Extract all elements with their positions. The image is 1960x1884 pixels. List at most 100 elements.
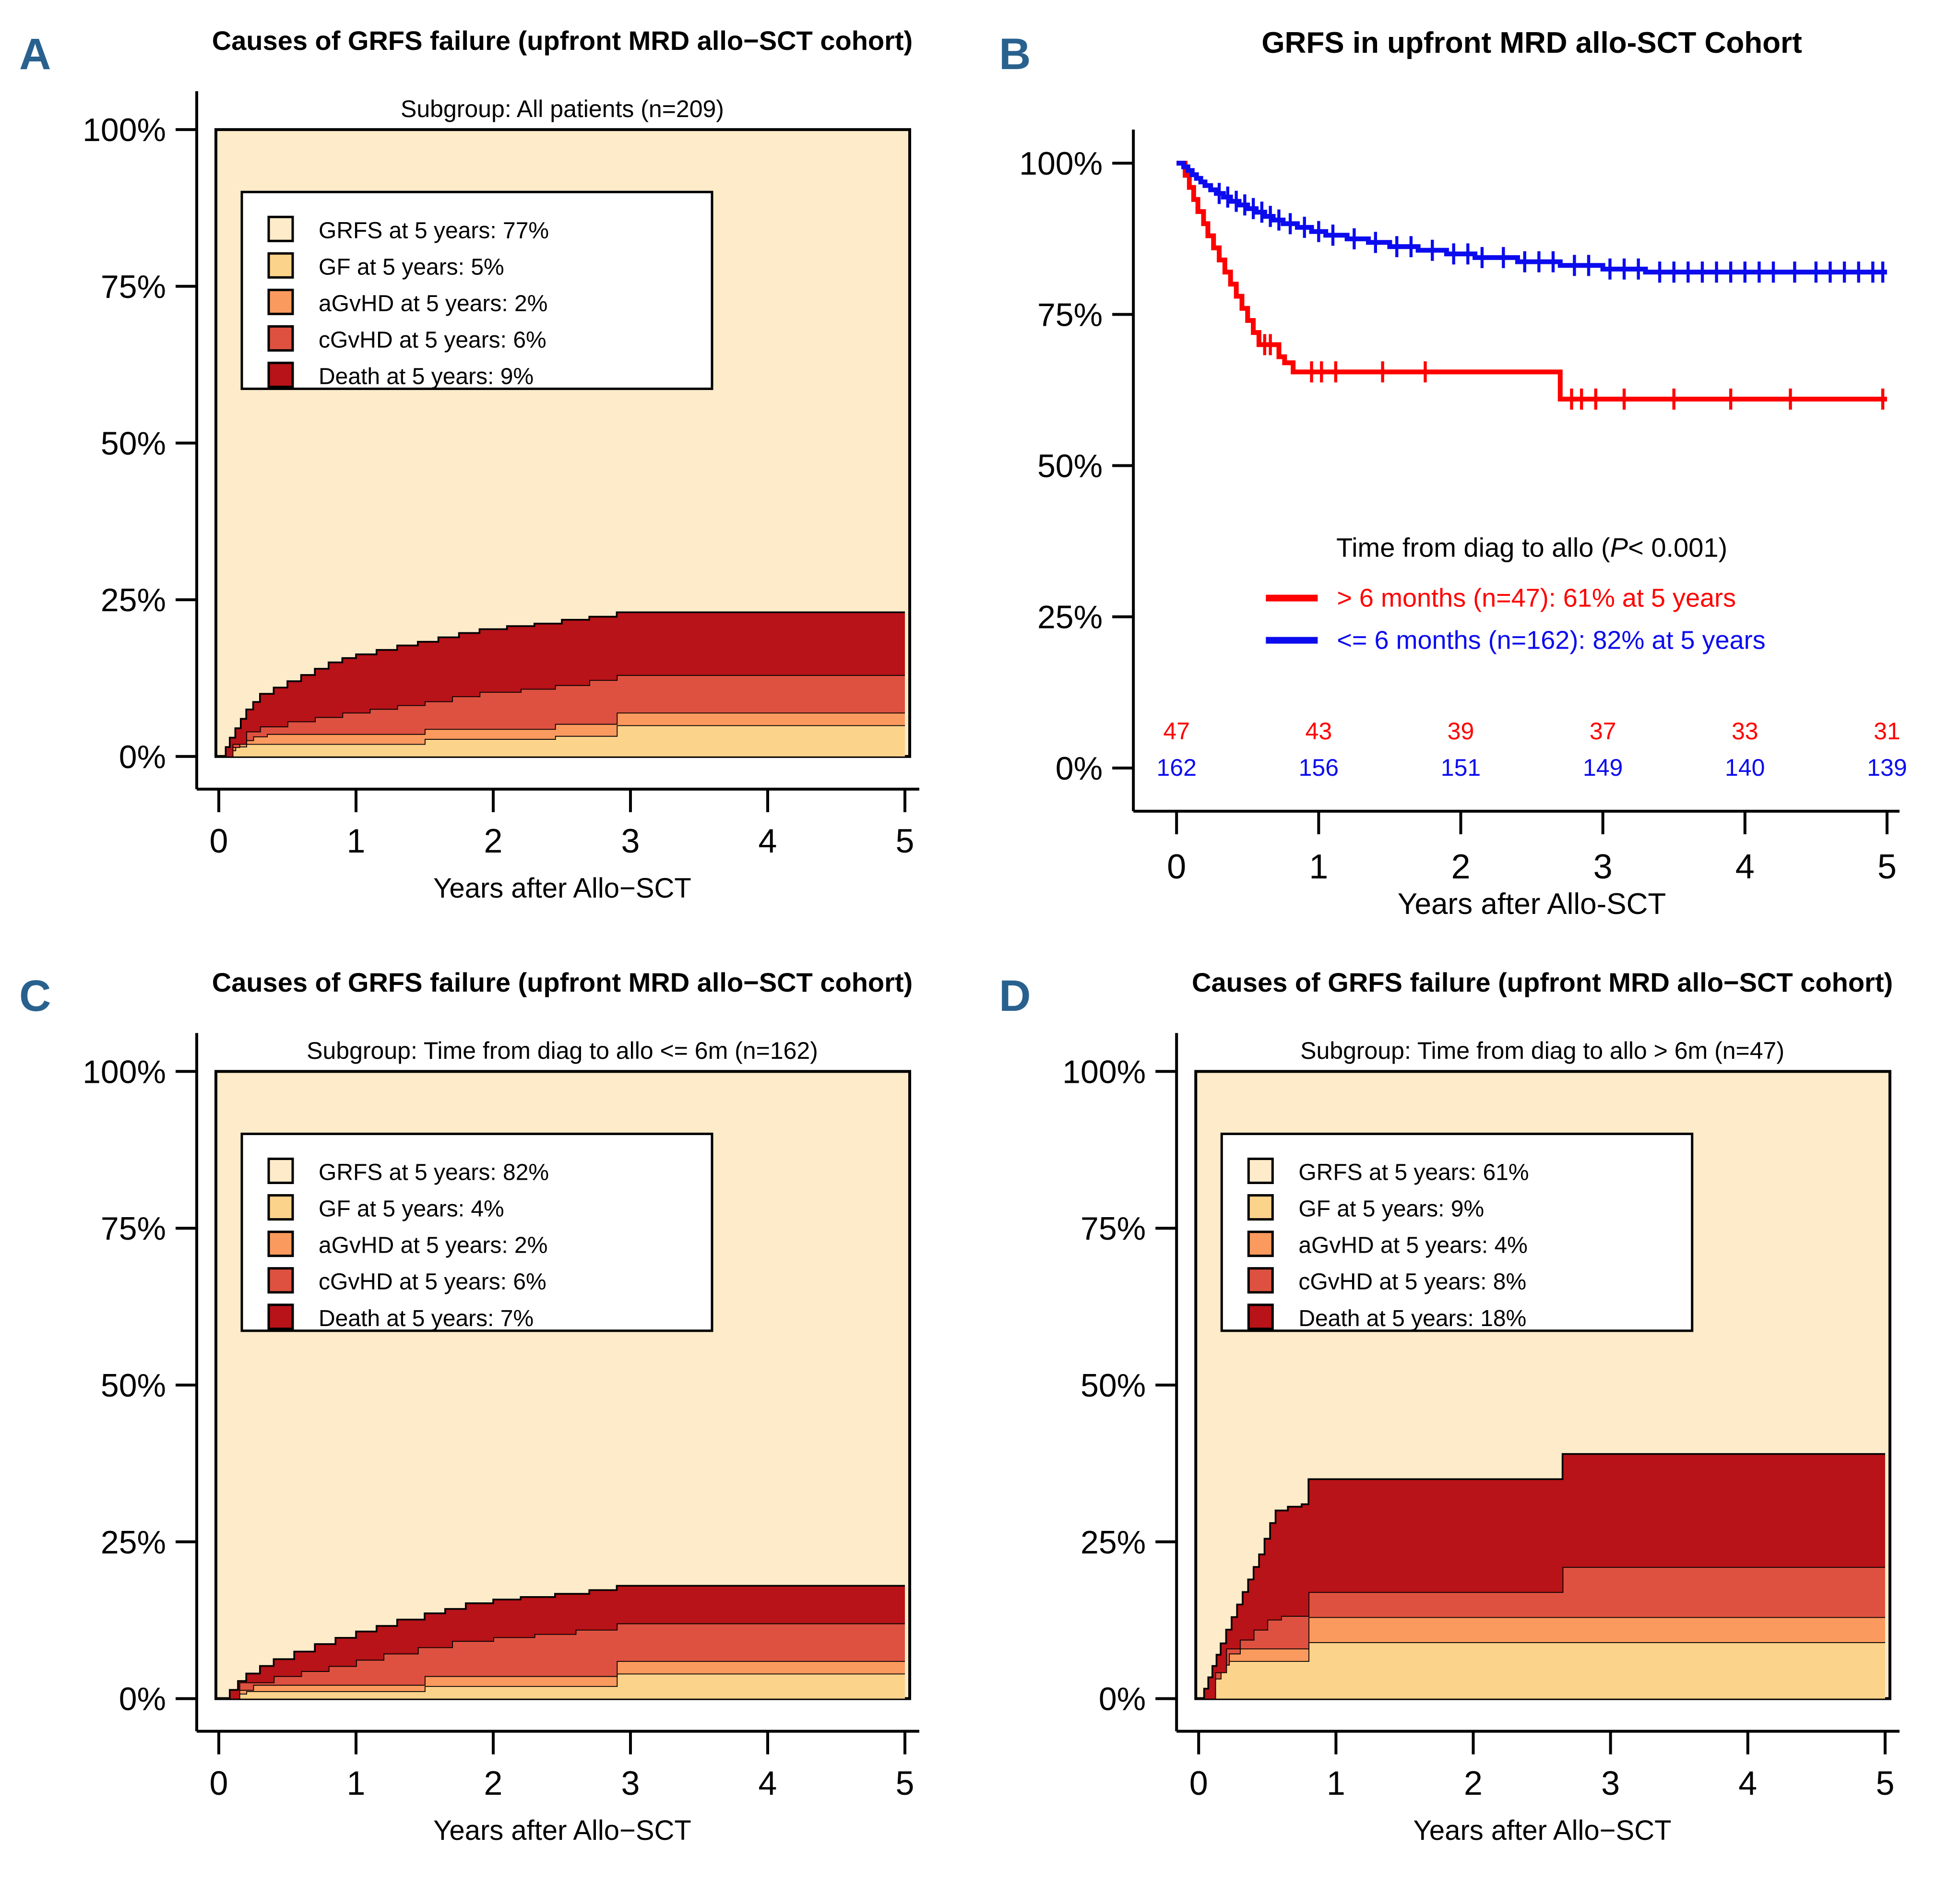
at-risk-value: 139 bbox=[1867, 754, 1907, 781]
x-tick-label: 3 bbox=[621, 822, 640, 860]
stacked-layer-cgvhd bbox=[219, 1623, 905, 1699]
censor-marks-red bbox=[1263, 334, 1885, 410]
y-tick-label: 100% bbox=[1019, 145, 1103, 182]
chart-svg-b: B GRFS in upfront MRD allo-SCT Cohort 0%… bbox=[999, 26, 1907, 921]
legend-label: Death at 5 years: 7% bbox=[319, 1306, 534, 1331]
legend-box-group: GRFS at 5 years: 82% GF at 5 years: 4% aGv… bbox=[240, 1132, 713, 1332]
x-tick-label: 0 bbox=[1167, 848, 1186, 886]
chart-subtitle-d: Subgroup: Time from diag to allo > 6m (n… bbox=[1300, 1037, 1784, 1064]
legend-label: GRFS at 5 years: 82% bbox=[319, 1160, 549, 1185]
legend-swatch bbox=[267, 1231, 294, 1257]
legend-swatch bbox=[267, 288, 294, 315]
x-tick-label: 2 bbox=[484, 1765, 503, 1802]
y-tick-label: 25% bbox=[101, 1524, 166, 1561]
stacked-boundary-death bbox=[1199, 1453, 1885, 1700]
legend-label: GRFS at 5 years: 61% bbox=[1298, 1160, 1529, 1185]
chart-title-b: GRFS in upfront MRD allo-SCT Cohort bbox=[1261, 26, 1802, 59]
stacked-layer-agvhd bbox=[1199, 1617, 1885, 1699]
y-tick-label: 50% bbox=[1081, 1367, 1146, 1404]
legend-label: Death at 5 years: 18% bbox=[1298, 1306, 1526, 1331]
panel-d: D Causes of GRFS failure (upfront MRD al… bbox=[980, 942, 1960, 1884]
at-risk-value: 39 bbox=[1448, 718, 1474, 745]
x-tick-label: 3 bbox=[1601, 1765, 1620, 1802]
y-tick-label: 0% bbox=[119, 739, 166, 775]
legend-label: Death at 5 years: 9% bbox=[319, 364, 534, 389]
y-tick-label: 50% bbox=[1037, 448, 1103, 485]
legend-swatch bbox=[267, 1194, 294, 1221]
y-tick-label: 75% bbox=[1037, 296, 1103, 333]
y-tick-label: 0% bbox=[1056, 750, 1103, 787]
x-tick-label: 1 bbox=[1309, 848, 1328, 886]
km-curve-red bbox=[1176, 161, 1887, 402]
at-risk-value: 33 bbox=[1732, 718, 1758, 745]
stacked-layer-cgvhd bbox=[1199, 1567, 1885, 1699]
x-tick-label: 2 bbox=[1451, 848, 1470, 886]
legend-swatch bbox=[1247, 1194, 1274, 1221]
stacked-boundary-death bbox=[219, 611, 905, 758]
chart-svg-c: C Causes of GRFS failure (upfront MRD al… bbox=[19, 967, 919, 1846]
chart-svg-d: D Causes of GRFS failure (upfront MRD al… bbox=[999, 967, 1900, 1846]
at-risk-value: 31 bbox=[1874, 718, 1901, 745]
legend-label: GF at 5 years: 5% bbox=[319, 254, 504, 280]
y-tick-label: 0% bbox=[119, 1681, 166, 1718]
legend-swatch bbox=[267, 361, 294, 388]
at-risk-value: 162 bbox=[1156, 754, 1196, 781]
x-tick-label: 4 bbox=[1738, 1765, 1757, 1802]
x-axis-label-b: Years after Allo-SCT bbox=[1398, 888, 1666, 921]
x-tick-label: 1 bbox=[347, 822, 366, 860]
chart-title-c: Causes of GRFS failure (upfront MRD allo… bbox=[212, 967, 913, 997]
legend-label: aGvHD at 5 years: 2% bbox=[319, 291, 547, 316]
x-tick-label: 1 bbox=[347, 1765, 366, 1802]
stacked-boundary-death bbox=[219, 1585, 905, 1700]
at-risk-value: 149 bbox=[1583, 754, 1623, 781]
km-legend-label-red: > 6 months (n=47): 61% at 5 years bbox=[1337, 584, 1736, 613]
legend-box bbox=[240, 190, 713, 390]
stacked-layer-agvhd bbox=[219, 1661, 905, 1699]
y-tick-label: 100% bbox=[83, 1054, 166, 1090]
plot-area-b: 0% 25% 50% 75% 100% 0 1 2 3 4 5 Time from diag to a… bbox=[1019, 130, 1907, 886]
legend-swatch bbox=[1247, 1267, 1274, 1294]
legend-label: GRFS at 5 years: 77% bbox=[319, 218, 549, 243]
at-risk-value: 156 bbox=[1299, 754, 1339, 781]
legend-box bbox=[240, 1132, 713, 1332]
y-tick-label: 25% bbox=[101, 582, 166, 618]
x-tick-label: 0 bbox=[210, 1765, 228, 1802]
y-tick-label: 75% bbox=[101, 269, 166, 305]
panel-letter-c: C bbox=[19, 971, 51, 1020]
x-tick-label: 2 bbox=[484, 822, 503, 860]
legend-swatch bbox=[267, 325, 294, 352]
stacked-layer-gf bbox=[219, 725, 905, 757]
legend-label: GF at 5 years: 9% bbox=[1298, 1197, 1484, 1222]
legend-swatch bbox=[267, 1157, 294, 1185]
censor-marks-blue bbox=[1217, 183, 1885, 283]
km-curve-blue bbox=[1176, 161, 1887, 275]
x-tick-label: 5 bbox=[1877, 848, 1897, 886]
x-axis-label-d: Years after Allo−SCT bbox=[1414, 1815, 1672, 1846]
x-tick-label: 1 bbox=[1327, 1765, 1345, 1802]
y-tick-label: 25% bbox=[1037, 599, 1103, 636]
stacked-layer-agvhd bbox=[219, 712, 905, 757]
legend-label: GF at 5 years: 4% bbox=[319, 1197, 504, 1222]
x-tick-label: 0 bbox=[1189, 1765, 1208, 1802]
plot-area-a: 0% 25% 50% 75% 100% 0 1 2 3 4 5 GRFS at 5 years: 77… bbox=[83, 91, 919, 860]
panel-a: A Causes of GRFS failure (upfront MRD al… bbox=[0, 0, 980, 942]
at-risk-value: 47 bbox=[1163, 718, 1190, 745]
x-tick-label: 4 bbox=[759, 1765, 777, 1802]
legend-label: cGvHD at 5 years: 6% bbox=[319, 1269, 546, 1295]
x-tick-label: 0 bbox=[210, 822, 228, 860]
legend-box-group: GRFS at 5 years: 77% GF at 5 years: 5% aGv… bbox=[240, 190, 713, 390]
y-tick-label: 100% bbox=[83, 112, 166, 148]
panel-b: B GRFS in upfront MRD allo-SCT Cohort 0%… bbox=[980, 0, 1960, 942]
x-tick-label: 3 bbox=[1593, 848, 1613, 886]
panel-letter-d: D bbox=[999, 971, 1031, 1020]
stacked-layer-death bbox=[219, 1586, 905, 1699]
at-risk-value: 37 bbox=[1590, 718, 1616, 745]
y-tick-label: 50% bbox=[101, 425, 166, 462]
stacked-layer-death bbox=[219, 612, 905, 757]
x-tick-label: 5 bbox=[896, 1765, 915, 1802]
y-tick-label: 0% bbox=[1099, 1681, 1146, 1718]
at-risk-row-red: 47 43 39 37 33 31 bbox=[1163, 718, 1900, 745]
panel-letter-b: B bbox=[999, 29, 1031, 79]
legend-swatch bbox=[267, 1267, 294, 1294]
plot-area-c: 0% 25% 50% 75% 100% 0 1 2 3 4 5 GRFS at 5 years: 82… bbox=[83, 1033, 919, 1802]
